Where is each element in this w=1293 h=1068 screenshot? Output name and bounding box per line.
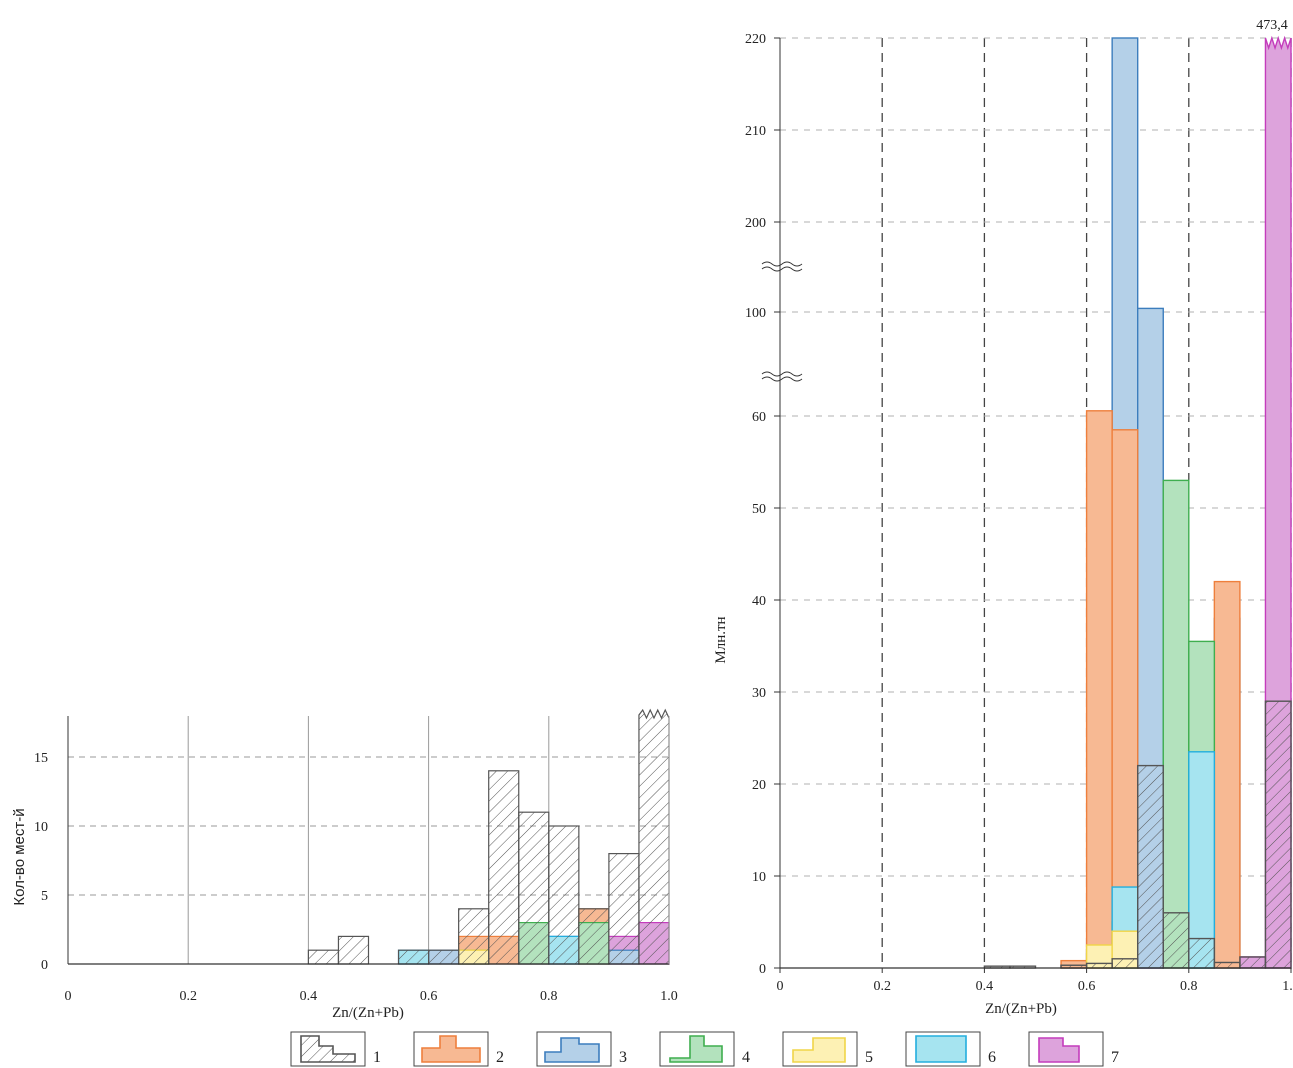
right-axis-break-marks bbox=[761, 261, 803, 382]
legend-swatch-3 bbox=[544, 1037, 600, 1063]
right-bar-s1 bbox=[1239, 956, 1267, 969]
right-x-axis-title: Zn/(Zn+Pb) bbox=[985, 1001, 1057, 1017]
left-y-tick-label: 5 bbox=[41, 889, 48, 904]
left-bars bbox=[307, 708, 670, 965]
axis-break-mark bbox=[761, 371, 803, 377]
right-y-tick-label: 50 bbox=[752, 502, 766, 517]
right-bar-s1 bbox=[1085, 962, 1113, 969]
right-bar-s1 bbox=[1213, 961, 1241, 969]
legend-item-5: 5 bbox=[782, 1031, 873, 1067]
left-y-axis-title: Кол-во мест-й bbox=[11, 808, 28, 905]
left-bar-s1-broken bbox=[638, 708, 670, 965]
left-bar-s1 bbox=[428, 949, 460, 965]
right-y-tick-label: 0 bbox=[759, 962, 766, 977]
legend-label: 5 bbox=[865, 1049, 873, 1066]
right-y-tick-label: 220 bbox=[745, 32, 766, 47]
right-bar-s1 bbox=[1111, 958, 1139, 969]
legend-label: 4 bbox=[742, 1049, 750, 1066]
right-bar-s1 bbox=[1136, 764, 1164, 969]
right-bars bbox=[983, 35, 1292, 969]
right-bar-s2 bbox=[1213, 580, 1241, 969]
right-bar-s1 bbox=[1264, 700, 1292, 969]
legend-swatch-4 bbox=[669, 1035, 723, 1063]
left-bar-s1 bbox=[337, 935, 370, 965]
legend-item-6: 6 bbox=[905, 1031, 996, 1067]
left-x-tick-label: 0.6 bbox=[420, 989, 438, 1004]
right-y-tick-label: 40 bbox=[752, 594, 766, 609]
right-bar-s6 bbox=[1188, 751, 1216, 969]
left-axes bbox=[67, 716, 670, 965]
legend-swatch-5 bbox=[792, 1037, 846, 1063]
legend-label: 7 bbox=[1111, 1049, 1119, 1066]
right-y-tick-labels: 0 10 20 30 40 50 60 100 200 210 220 bbox=[745, 32, 780, 977]
right-x-tick-label: 0.2 bbox=[873, 979, 891, 994]
right-y-tick-label: 210 bbox=[745, 124, 766, 139]
right-y-axis-title: Млн.тн bbox=[713, 616, 729, 663]
right-x-tick-label: 0 bbox=[777, 979, 784, 994]
right-bar-s1 bbox=[1162, 912, 1190, 969]
legend-swatch-7 bbox=[1038, 1037, 1080, 1063]
right-x-tick-label: 0.6 bbox=[1078, 979, 1096, 994]
legend: 1 2 3 4 5 6 7 bbox=[290, 1031, 1119, 1067]
left-x-tick-label: 0.8 bbox=[540, 989, 558, 1004]
legend-item-2: 2 bbox=[413, 1031, 504, 1067]
right-x-tick-labels: 0 0.2 0.4 0.6 0.8 1.0 bbox=[777, 968, 1293, 994]
left-bar-s1 bbox=[518, 811, 550, 965]
left-x-tick-labels: 0 0.2 0.4 0.6 0.8 1.0 bbox=[65, 989, 678, 1004]
left-bar-s1 bbox=[608, 852, 640, 965]
legend-item-3: 3 bbox=[536, 1031, 627, 1067]
right-x-tick-label: 1.0 bbox=[1282, 979, 1293, 994]
legend-item-1: 1 bbox=[290, 1031, 381, 1067]
right-histogram: 0 0.2 0.4 0.6 0.8 1.0 0 10 20 30 40 50 60 100 200 210 2… bbox=[713, 18, 1293, 1017]
right-bar-s4 bbox=[1162, 479, 1190, 969]
legend-label: 6 bbox=[988, 1049, 996, 1066]
left-y-tick-label: 15 bbox=[34, 751, 48, 766]
right-y-tick-label: 20 bbox=[752, 778, 766, 793]
left-y-tick-labels: 0 5 10 15 bbox=[34, 751, 48, 973]
left-x-tick-label: 1.0 bbox=[660, 989, 678, 1004]
legend-label: 1 bbox=[373, 1049, 381, 1066]
right-y-tick-label: 100 bbox=[745, 306, 766, 321]
right-x-tick-label: 0.8 bbox=[1180, 979, 1198, 994]
right-bar-s1 bbox=[1188, 937, 1216, 969]
right-annotation-value: 473,4 bbox=[1256, 18, 1288, 33]
axis-break-mark bbox=[761, 376, 803, 382]
left-x-tick-label: 0.4 bbox=[300, 989, 318, 1004]
left-bar-s1 bbox=[397, 949, 430, 965]
left-x-tick-label: 0.2 bbox=[179, 989, 197, 1004]
legend-swatch-1 bbox=[300, 1035, 356, 1063]
left-x-tick-label: 0 bbox=[65, 989, 72, 1004]
right-axes bbox=[779, 38, 1291, 969]
right-x-tick-label: 0.4 bbox=[976, 979, 994, 994]
right-y-tick-label: 30 bbox=[752, 686, 766, 701]
left-histogram: 0 0.2 0.4 0.6 0.8 1.0 0 5 10 15 Zn/(Zn+Pb) Кол-в… bbox=[11, 708, 678, 1021]
legend-item-7: 7 bbox=[1028, 1031, 1119, 1067]
legend-label: 3 bbox=[619, 1049, 627, 1066]
left-y-tick-label: 10 bbox=[34, 820, 48, 835]
legend-swatch-2 bbox=[421, 1035, 481, 1063]
left-bar-s1 bbox=[307, 949, 340, 965]
right-bar-s2 bbox=[1111, 429, 1139, 969]
left-bar-s1 bbox=[548, 825, 580, 965]
axis-break-mark bbox=[761, 266, 803, 272]
right-bar-s2 bbox=[1085, 410, 1113, 969]
legend-swatch-6 bbox=[915, 1035, 967, 1063]
right-y-tick-label: 60 bbox=[752, 410, 766, 425]
left-grid bbox=[68, 716, 669, 964]
left-bar-s1 bbox=[458, 908, 490, 965]
legend-label: 2 bbox=[496, 1049, 504, 1066]
axis-break-mark bbox=[761, 261, 803, 267]
left-bar-s1 bbox=[578, 908, 610, 965]
right-y-tick-label: 200 bbox=[745, 216, 766, 231]
right-y-tick-label: 10 bbox=[752, 870, 766, 885]
legend-item-4: 4 bbox=[659, 1031, 750, 1067]
left-y-tick-label: 0 bbox=[41, 958, 48, 973]
left-bar-s1 bbox=[488, 770, 520, 965]
left-x-axis-title: Zn/(Zn+Pb) bbox=[332, 1005, 404, 1021]
